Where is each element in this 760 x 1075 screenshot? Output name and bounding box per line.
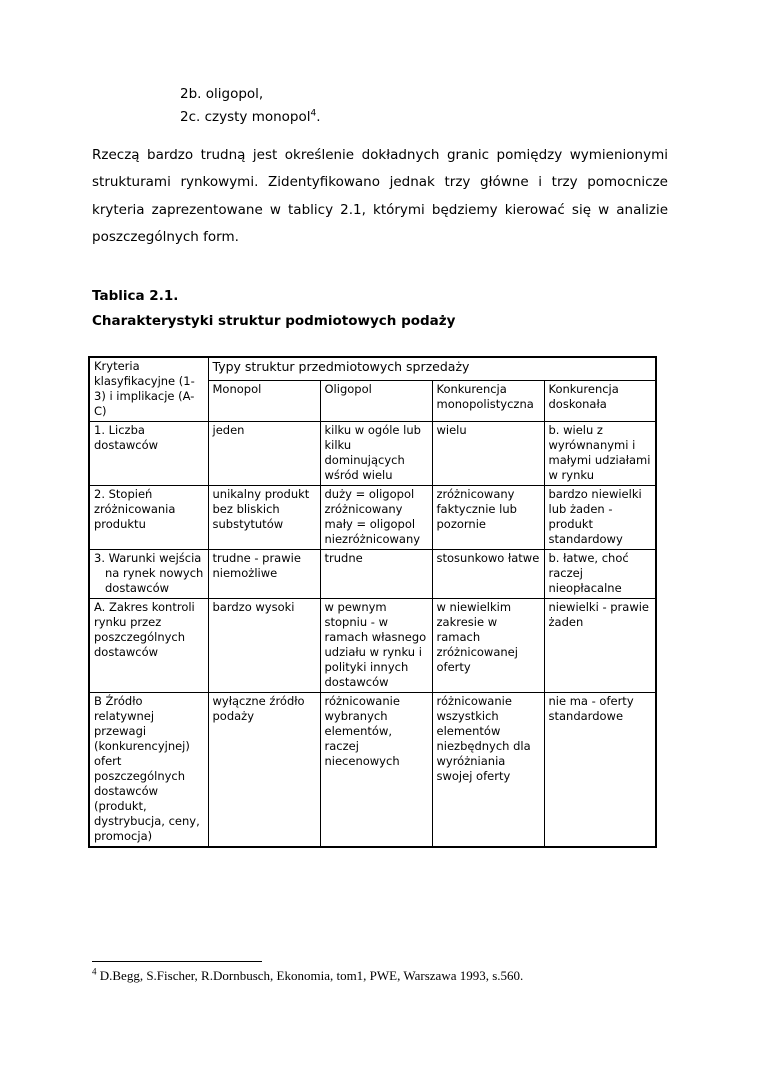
table-row: 1. Liczba dostawców jeden kilku w ogóle … — [88, 421, 657, 486]
list-item-2b: 2b. oligopol, — [180, 83, 321, 106]
table-cell: trudne - prawie niemożliwe — [207, 549, 321, 599]
column-header-konkurencja-monopolistyczna: Konkurencja monopolistyczna — [431, 380, 545, 422]
list-item-2c-period: . — [316, 109, 321, 125]
footnote-separator — [92, 961, 262, 962]
table-label: Tablica 2.1. — [92, 288, 179, 304]
table-cell: bardzo wysoki — [207, 598, 321, 693]
row-label: B Źródło relatywnej przewagi (konkurency… — [88, 692, 209, 848]
row-label: 2. Stopień zróżnicowania produktu — [88, 485, 209, 550]
table-cell: niewielki - prawie żaden — [543, 598, 657, 693]
footnote: 4 D.Begg, S.Fischer, R.Dornbusch, Ekonom… — [92, 967, 668, 984]
table-cell: nie ma - oferty standardowe — [543, 692, 657, 848]
list-item-2c-text: 2c. czysty monopol — [180, 109, 311, 125]
footnote-reference: 4 — [310, 108, 317, 119]
table-cell: trudne — [319, 549, 433, 599]
table-cell: b. łatwe, choć raczej nieopłacalne — [543, 549, 657, 599]
corner-header-cell: Kryteria klasyfikacyjne (1-3) i implikac… — [88, 356, 209, 422]
list-item-2b-text: 2b. oligopol, — [180, 86, 264, 102]
column-header-konkurencja-doskonala: Konkurencja doskonała — [543, 380, 657, 422]
table-span-header-row: Kryteria klasyfikacyjne (1-3) i implikac… — [88, 356, 657, 422]
table-cell: stosunkowo łatwe — [431, 549, 545, 599]
table-cell: unikalny produkt bez bliskich substytutó… — [207, 485, 321, 550]
table-cell: w niewielkim zakresie w ramach zróżnicow… — [431, 598, 545, 693]
intro-paragraph: Rzeczą bardzo trudną jest określenie dok… — [92, 146, 668, 246]
column-header-monopol: Monopol — [207, 380, 321, 422]
table-row: A. Zakres kontroli rynku przez poszczegó… — [88, 598, 657, 693]
table-cell: wielu — [431, 421, 545, 486]
row-label: 1. Liczba dostawców — [88, 421, 209, 486]
table-row: 2. Stopień zróżnicowania produktu unikal… — [88, 485, 657, 550]
table-cell: zróżnicowany faktycznie lub pozornie — [431, 485, 545, 550]
table-column-header-row: Monopol Oligopol Konkurencja monopolisty… — [89, 380, 657, 422]
table-row: B Źródło relatywnej przewagi (konkurency… — [88, 692, 657, 848]
row-label: 3. Warunki wejścia na rynek nowych dosta… — [88, 549, 209, 599]
table-cell: wyłączne źródło podaży — [207, 692, 321, 848]
market-structures-table: Kryteria klasyfikacyjne (1-3) i implikac… — [88, 356, 657, 848]
list-item-2c: 2c. czysty monopol4. — [180, 106, 321, 129]
row-label: A. Zakres kontroli rynku przez poszczegó… — [88, 598, 209, 693]
table-cell: różnicowanie wszystkich elementów niezbę… — [431, 692, 545, 848]
table-caption: Charakterystyki struktur podmiotowych po… — [92, 313, 456, 329]
table-row: 3. Warunki wejścia na rynek nowych dosta… — [88, 549, 657, 599]
footnote-marker: 4 — [92, 966, 97, 977]
table-cell: różnicowanie wybranych elementów, raczej… — [319, 692, 433, 848]
table-cell: duży = oligopol zróżnicowany mały = olig… — [319, 485, 433, 550]
numbered-list: 2b. oligopol, 2c. czysty monopol4. — [180, 83, 321, 129]
table-cell: b. wielu z wyrównanymi i małymi udziałam… — [543, 421, 657, 486]
footnote-text: D.Begg, S.Fischer, R.Dornbusch, Ekonomia… — [99, 968, 524, 983]
span-header-cell: Typy struktur przedmiotowych sprzedaży — [207, 356, 657, 381]
table-cell: w pewnym stopniu - w ramach własnego udz… — [319, 598, 433, 693]
table-cell: jeden — [207, 421, 321, 486]
column-header-oligopol: Oligopol — [319, 380, 433, 422]
table-cell: kilku w ogóle lub kilku dominujących wśr… — [319, 421, 433, 486]
table-cell: bardzo niewielki lub żaden - produkt sta… — [543, 485, 657, 550]
